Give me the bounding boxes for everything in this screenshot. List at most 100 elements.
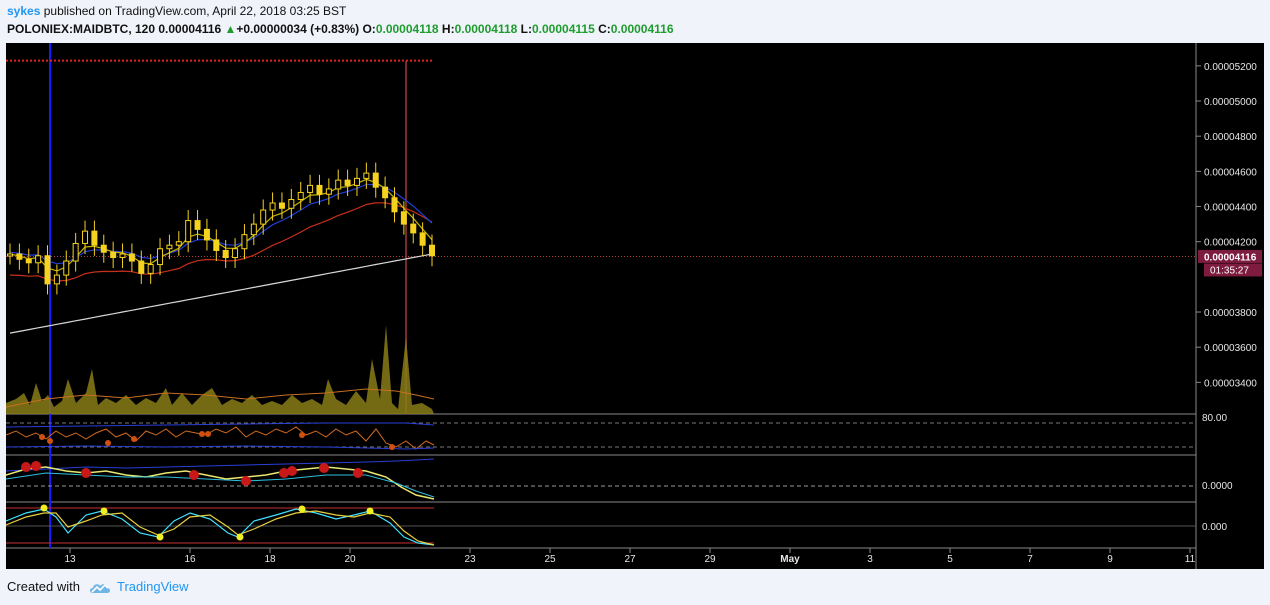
- candle-body: [297, 191, 304, 200]
- price-tick-label: 0.00003600: [1204, 343, 1257, 354]
- current-price-tag: [1198, 249, 1262, 263]
- volume-ma-line: [5, 388, 435, 408]
- close-value: 0.00004116: [610, 22, 674, 36]
- open-label: O:: [362, 22, 376, 36]
- candle-body: [91, 230, 98, 246]
- time-axis[interactable]: 13 16 18 20 23 25 27 29 May 3 5 7 9 11: [64, 548, 1196, 565]
- current-price-label: 0.00004116: [1204, 252, 1257, 263]
- candle-body: [100, 244, 107, 253]
- time-tick-label: 23: [464, 554, 476, 565]
- candle-body: [63, 260, 70, 276]
- candle-body: [82, 230, 89, 244]
- candles: [7, 162, 435, 295]
- author-name[interactable]: sykes: [7, 4, 41, 18]
- price-tick-label: 0.00003400: [1204, 378, 1257, 389]
- countdown-label: 01:35:27: [1210, 265, 1249, 276]
- high-label: H:: [441, 22, 455, 36]
- chart-area[interactable]: 0.00005200 0.00005000 0.00004800 0.00004600…: [5, 43, 1264, 569]
- time-tick-label: May: [780, 554, 800, 565]
- price-axis[interactable]: 0.00005200 0.00005000 0.00004800 0.00004600…: [1196, 62, 1257, 389]
- candle-body: [335, 179, 342, 190]
- candle-body: [119, 253, 126, 259]
- price-tick-label: 0.00004600: [1204, 167, 1257, 178]
- price-change: +0.00000034 (+0.83%): [236, 22, 360, 36]
- candle-body: [203, 228, 210, 241]
- rsi-upper-label: 80.00: [1202, 413, 1227, 424]
- time-tick-label: 20: [344, 554, 356, 565]
- candle-body: [222, 249, 229, 259]
- candle-body: [232, 248, 239, 259]
- volume-area: [6, 325, 434, 414]
- ema-yellow-line: [9, 178, 433, 272]
- candle-body: [53, 274, 60, 285]
- rsi-band-upper-line: [5, 422, 435, 428]
- candle-body: [25, 258, 32, 264]
- stoch-d-line: [5, 510, 435, 546]
- price-tick-label: 0.00004800: [1204, 132, 1257, 143]
- candle-body: [391, 197, 398, 213]
- price-tick-label: 0.00005000: [1204, 97, 1257, 108]
- candle-body: [128, 253, 135, 262]
- candle-body: [213, 239, 220, 251]
- chart-background: [6, 43, 1264, 569]
- time-tick-label: 29: [704, 554, 716, 565]
- stoch-zero-label: 0.000: [1202, 522, 1227, 533]
- candle-body: [400, 211, 407, 225]
- time-tick-label: 16: [184, 554, 196, 565]
- publish-text: published on TradingView.com, April 22, …: [43, 4, 347, 18]
- candle-body: [353, 177, 360, 186]
- time-tick-label: 5: [947, 554, 953, 565]
- candle-body: [372, 172, 379, 188]
- high-value: 0.00004118: [454, 22, 518, 36]
- symbol-line: POLONIEX:MAIDBTC, 120 0.00004116 ▲+0.000…: [7, 22, 674, 36]
- candle-body: [72, 242, 79, 262]
- countdown-tag: [1204, 263, 1262, 277]
- low-value: 0.00004115: [532, 22, 595, 36]
- candle-body: [250, 223, 257, 236]
- candle-body: [16, 253, 23, 260]
- candle-body: [175, 241, 182, 246]
- stoch-signal-dots: [40, 504, 374, 541]
- time-tick-label: 25: [544, 554, 556, 565]
- time-tick-label: 18: [264, 554, 276, 565]
- price-tick-label: 0.00003800: [1204, 308, 1257, 319]
- price-tick-label: 0.00005200: [1204, 62, 1257, 73]
- candle-body: [110, 251, 117, 259]
- publish-info: sykes published on TradingView.com, Apri…: [7, 4, 346, 18]
- low-label: L:: [520, 22, 532, 36]
- up-arrow-icon: ▲: [224, 22, 237, 36]
- price-tick-label: 0.00004200: [1204, 238, 1257, 249]
- candle-body: [278, 202, 285, 209]
- candle-body: [147, 264, 154, 274]
- tradingview-brand: TradingView: [116, 579, 189, 594]
- ema-white-line: [9, 253, 433, 334]
- time-tick-label: 27: [624, 554, 636, 565]
- rsi-line: [5, 426, 435, 450]
- candle-body: [363, 172, 370, 179]
- candle-body: [288, 198, 295, 209]
- candle-body: [44, 255, 51, 285]
- time-tick-label: 13: [64, 554, 76, 565]
- created-with-text: Created with: [7, 579, 80, 594]
- ema-red-line: [9, 202, 433, 282]
- candle-body: [7, 253, 13, 257]
- time-tick-label: 3: [867, 554, 873, 565]
- time-tick-label: 9: [1107, 554, 1113, 565]
- candle-body: [241, 234, 248, 250]
- macd-zero-label: 0.0000: [1202, 481, 1233, 492]
- price-chart[interactable]: 0.00005200 0.00005000 0.00004800 0.00004600…: [5, 43, 1264, 569]
- candle-body: [185, 220, 192, 243]
- last-price: 0.00004116: [158, 22, 222, 36]
- candle-body: [194, 220, 201, 230]
- candle-body: [157, 248, 164, 266]
- candle-body: [410, 223, 417, 234]
- candle-body: [138, 260, 145, 274]
- time-tick-label: 11: [1185, 554, 1196, 565]
- macd-signal-dots: [21, 461, 363, 486]
- candle-body: [269, 202, 276, 211]
- open-value: 0.00004118: [375, 22, 439, 36]
- tradingview-link[interactable]: TradingView: [88, 579, 189, 594]
- macd-line: [5, 466, 435, 500]
- rsi-signal-dots: [39, 431, 395, 450]
- macd-upper-line: [5, 458, 435, 472]
